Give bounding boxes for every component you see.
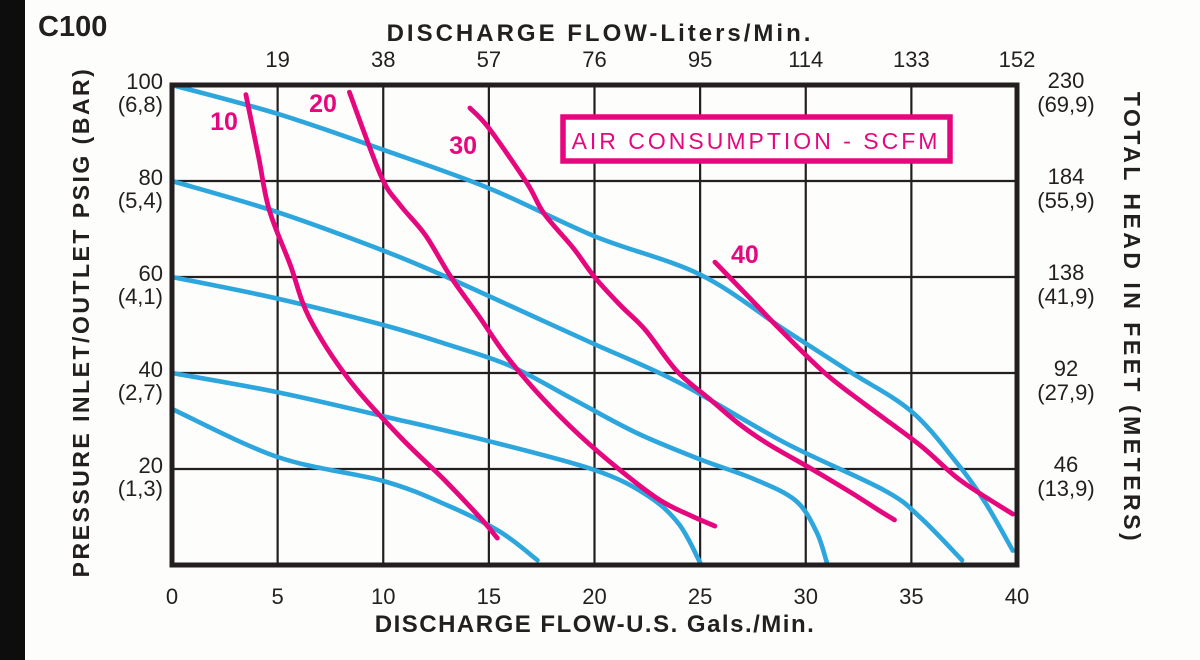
- top-axis-title: DISCHARGE FLOW-Liters/Min.: [387, 20, 814, 47]
- air-consumption-curve: [243, 92, 500, 541]
- left-tick-psig: 60: [139, 261, 163, 286]
- pump-performance-curve: [169, 82, 1016, 553]
- air-consumption-legend-label: AIR CONSUMPTION - SCFM: [572, 128, 941, 154]
- right-tick-feet: 184: [1048, 164, 1085, 189]
- bottom-tick-label: 10: [371, 584, 395, 609]
- left-tick-psig: 100: [126, 69, 163, 94]
- bottom-axis-title: DISCHARGE FLOW-U.S. Gals./Min.: [375, 611, 816, 638]
- pump-performance-curve: [169, 370, 703, 565]
- bottom-tick-label: 40: [1005, 584, 1029, 609]
- bottom-tick-label: 20: [582, 584, 606, 609]
- bottom-tick-label: 30: [794, 584, 818, 609]
- right-tick-meters: (69,9): [1037, 92, 1094, 117]
- plot-border: [169, 82, 1020, 568]
- bottom-tick-label: 5: [272, 584, 284, 609]
- top-tick-label: 19: [265, 47, 289, 72]
- top-tick-label: 114: [788, 47, 823, 72]
- left-tick-psig: 40: [139, 357, 163, 382]
- left-tick-psig: 80: [139, 165, 163, 190]
- curve-labels: 10 20 30 40: [210, 90, 759, 269]
- air-consumption-curve: [467, 105, 897, 523]
- pump-performance-curve: [169, 178, 965, 563]
- right-tick-feet: 92: [1054, 356, 1078, 381]
- right-tick-meters: (41,9): [1037, 284, 1094, 309]
- bottom-tick-label: 25: [688, 584, 712, 609]
- left-tick-bar: (6,8): [118, 92, 163, 117]
- right-tick-feet: 138: [1048, 260, 1085, 285]
- top-tick-label: 76: [582, 47, 606, 72]
- air-consumption-legend: AIR CONSUMPTION - SCFM: [560, 114, 953, 164]
- air-consumption-curve-label: 40: [731, 241, 759, 269]
- right-tick-meters: (13,9): [1037, 476, 1094, 501]
- top-tick-label: 133: [893, 47, 930, 72]
- right-tick-meters: (27,9): [1037, 380, 1094, 405]
- air-consumption-curve-label: 20: [309, 90, 337, 118]
- page-edge-bar: [0, 0, 25, 660]
- top-tick-label: 57: [477, 47, 501, 72]
- air-consumption-curve: [347, 89, 718, 529]
- air-consumption-curve: [712, 259, 1016, 517]
- air-consumption-curve-label: 10: [210, 108, 238, 136]
- left-tick-bar: (2,7): [118, 380, 163, 405]
- bottom-tick-label: 35: [899, 584, 923, 609]
- model-title: C100: [38, 11, 107, 43]
- pump-performance-curve: [169, 406, 540, 563]
- pump-performance-curve: [169, 274, 830, 565]
- right-tick-meters: (55,9): [1037, 188, 1094, 213]
- top-tick-label: 95: [688, 47, 712, 72]
- curves: [169, 82, 1016, 565]
- air-consumption-curve-label: 30: [449, 132, 477, 160]
- left-tick-bar: (4,1): [118, 284, 163, 309]
- left-tick-psig: 20: [139, 453, 163, 478]
- right-tick-feet: 230: [1048, 68, 1085, 93]
- bottom-tick-label: 0: [166, 584, 178, 609]
- right-axis-title: TOTAL HEAD IN FEET (METERS): [1119, 92, 1145, 544]
- left-tick-bar: (5,4): [118, 188, 163, 213]
- right-tick-feet: 46: [1054, 452, 1078, 477]
- top-tick-label: 152: [999, 47, 1036, 72]
- bottom-tick-label: 15: [477, 584, 501, 609]
- left-tick-bar: (1,3): [118, 476, 163, 501]
- air-consumption-legend-box: [560, 114, 953, 164]
- left-axis-title: PRESSURE INLET/OUTLET PSIG (BAR): [68, 67, 94, 578]
- top-tick-label: 38: [371, 47, 395, 72]
